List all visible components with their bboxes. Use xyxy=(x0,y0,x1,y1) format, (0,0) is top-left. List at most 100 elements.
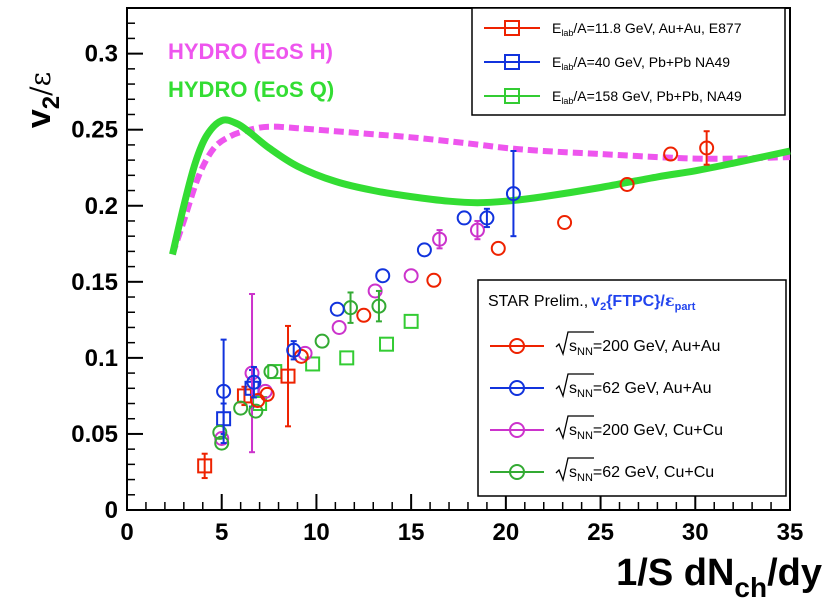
y-axis-title-tail: /ε xyxy=(24,72,57,96)
legend-bottom-header: STAR Prelim., v2{FTPC}/εpart xyxy=(488,291,696,313)
data-point xyxy=(356,307,372,323)
data-point xyxy=(329,301,345,317)
legend-header-plain: STAR Prelim., xyxy=(488,293,588,310)
x-tick-label: 10 xyxy=(303,519,330,546)
y-tick-label: 0.1 xyxy=(85,345,118,372)
data-point xyxy=(426,272,442,288)
sqrt-symbol xyxy=(555,331,594,357)
x-axis-title-main: 1/S dN xyxy=(616,552,734,594)
x-tick-label: 30 xyxy=(682,519,709,546)
data-point xyxy=(197,458,213,474)
data-point xyxy=(259,386,275,402)
legend-bottom-label: sNN=62 GeV, Au+Au xyxy=(569,380,712,400)
series-star-au-au-200-gev xyxy=(250,130,715,408)
data-point xyxy=(469,222,485,238)
plot-frame xyxy=(126,7,791,511)
x-tick-label: 5 xyxy=(215,519,228,546)
axes: 0 5 10 15 20 25 30 35 0 0.05 0.1 0.15 0.2 0.25 0.3 xyxy=(71,7,804,546)
legend-marker xyxy=(509,422,525,438)
data-point xyxy=(212,424,228,440)
sqrt-symbol xyxy=(555,415,594,441)
legend-marker xyxy=(504,88,520,104)
y-axis-title-main: v xyxy=(20,109,58,128)
sqrt-symbol xyxy=(555,457,594,483)
data-point xyxy=(479,210,495,226)
series-star-cu-cu-200-gev xyxy=(214,219,485,454)
data-point xyxy=(619,176,635,192)
data-points xyxy=(197,130,715,480)
data-point xyxy=(371,298,387,314)
sqrt-symbol xyxy=(555,373,594,399)
legend-top-label: Elab/A=158 GeV, Pb+Pb, NA49 xyxy=(552,88,742,106)
data-point xyxy=(214,431,230,447)
data-point xyxy=(403,268,419,284)
data-point xyxy=(699,140,715,156)
y-tick-label: 0.25 xyxy=(71,117,118,144)
y-tick-label: 0.3 xyxy=(85,41,118,68)
plot-area-border xyxy=(126,7,791,511)
data-point xyxy=(490,240,506,256)
y-axis-title-sub: 2 xyxy=(38,96,65,109)
data-point xyxy=(216,383,232,399)
model-label-eos-h: HYDRO (EoS H) xyxy=(168,39,333,64)
y-tick-label: 0.2 xyxy=(85,193,118,220)
legend-marker xyxy=(504,20,520,36)
data-point xyxy=(432,231,448,247)
data-point xyxy=(286,342,302,358)
data-point xyxy=(663,146,679,162)
legend-bottom-label: sNN=200 GeV, Au+Au xyxy=(569,338,720,358)
series-na49-pb-pb-158-gev xyxy=(252,313,419,412)
svg-text:v2/ε: v2/ε xyxy=(20,72,65,128)
legend-marker xyxy=(509,464,525,480)
x-tick-label: 25 xyxy=(587,519,614,546)
data-point xyxy=(416,242,432,258)
data-point xyxy=(375,268,391,284)
legend-header-eps: ε xyxy=(665,291,675,310)
data-point xyxy=(248,403,264,419)
legend-top-box xyxy=(471,7,786,116)
data-point xyxy=(339,350,355,366)
data-point xyxy=(456,210,472,226)
legend-top-label: Elab/A=40 GeV, Pb+Pb NA49 xyxy=(552,54,730,72)
data-point xyxy=(379,336,395,352)
curve-hydro-eos-q xyxy=(169,116,791,256)
curve-hydro-eos-h xyxy=(169,123,791,256)
legend-top-label: Elab/A=11.8 GeV, Au+Au, E877 xyxy=(552,20,742,38)
legend-bottom-label: sNN=62 GeV, Cu+Cu xyxy=(569,464,714,484)
data-point xyxy=(505,186,521,202)
legend-header-v: v xyxy=(591,293,600,310)
data-point xyxy=(557,214,573,230)
data-point xyxy=(331,319,347,335)
legend-header-v-sub: 2 xyxy=(600,301,606,313)
hydro-curves xyxy=(169,116,791,256)
legend-marker xyxy=(509,380,525,396)
y-tick-label: 0.15 xyxy=(71,269,118,296)
data-point xyxy=(233,400,249,416)
legend-header-eps-sub: part xyxy=(675,301,696,313)
data-point xyxy=(263,364,279,380)
data-point xyxy=(403,313,419,329)
x-axis-title-sub: ch xyxy=(734,572,767,603)
legend-top: Elab/A=11.8 GeV, Au+Au, E877 Elab/A=40 Ge… xyxy=(471,7,786,116)
legend-marker xyxy=(509,338,525,354)
data-point xyxy=(305,356,321,372)
x-axis-title-tail: /dy xyxy=(767,552,822,594)
data-point xyxy=(314,333,330,349)
series-e877-au-au-11-8-gev xyxy=(197,324,296,480)
y-tick-label: 0.05 xyxy=(71,421,118,448)
legend-header-mid: {FTPC}/ xyxy=(606,293,665,310)
x-tick-label: 20 xyxy=(493,519,520,546)
x-tick-label: 15 xyxy=(398,519,425,546)
x-tick-label: 0 xyxy=(120,519,133,546)
x-tick-label: 35 xyxy=(777,519,804,546)
y-axis-title: v2/ε xyxy=(20,72,65,128)
model-label-eos-q: HYDRO (EoS Q) xyxy=(168,77,334,102)
series-star-cu-cu-62-gev xyxy=(212,289,387,451)
legend-bottom-label: sNN=200 GeV, Cu+Cu xyxy=(569,422,723,442)
data-point xyxy=(280,368,296,384)
y-tick-label: 0 xyxy=(105,497,118,524)
data-point xyxy=(246,374,262,390)
x-axis-title: 1/S dNch/dy xyxy=(616,552,822,603)
legend-bottom: STAR Prelim., v2{FTPC}/εpart sNN=200 GeV,… xyxy=(477,279,787,497)
